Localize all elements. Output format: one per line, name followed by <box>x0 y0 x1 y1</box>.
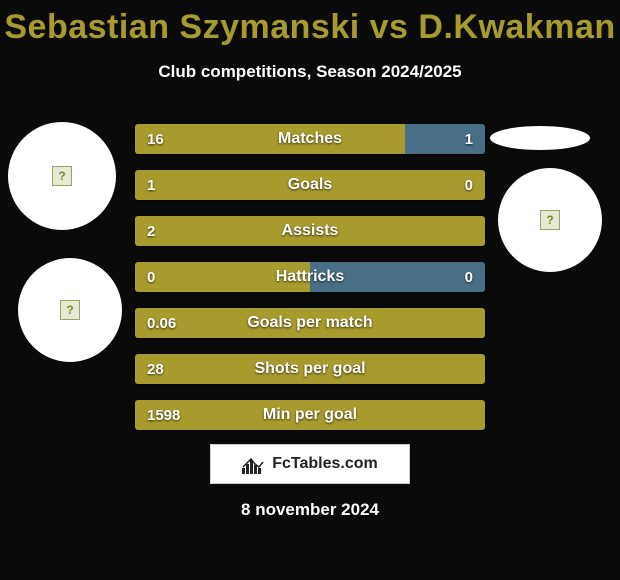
stat-bar-left <box>135 216 485 246</box>
placeholder-icon: ? <box>52 166 72 186</box>
brand-badge: FcTables.com <box>210 444 410 484</box>
placeholder-icon: ? <box>540 210 560 230</box>
stat-bar-right <box>310 262 485 292</box>
stat-bar-left <box>135 170 485 200</box>
stat-row: Matches161 <box>135 124 485 154</box>
stat-row: Assists2 <box>135 216 485 246</box>
comparison-bars: Matches161 Goals10 Assists2 Hattricks00 Goal… <box>135 124 485 446</box>
decor-ellipse <box>490 126 590 150</box>
stat-bar-left <box>135 262 310 292</box>
stat-bar-left <box>135 124 405 154</box>
date-text: 8 november 2024 <box>0 500 620 520</box>
player-avatar-right: ? <box>498 168 602 272</box>
stat-row: Goals10 <box>135 170 485 200</box>
player-avatar-left-2: ? <box>18 258 122 362</box>
subtitle: Club competitions, Season 2024/2025 <box>0 62 620 82</box>
brand-logo-icon <box>242 454 268 474</box>
player-avatar-left-1: ? <box>8 122 116 230</box>
stat-row: Shots per goal28 <box>135 354 485 384</box>
stat-row: Hattricks00 <box>135 262 485 292</box>
brand-text: FcTables.com <box>272 455 378 473</box>
page-title: Sebastian Szymanski vs D.Kwakman <box>0 8 620 47</box>
stat-bar-right <box>405 124 486 154</box>
stat-row: Goals per match0.06 <box>135 308 485 338</box>
stat-row: Min per goal1598 <box>135 400 485 430</box>
placeholder-icon: ? <box>60 300 80 320</box>
stat-bar-left <box>135 354 485 384</box>
stat-bar-left <box>135 308 485 338</box>
stat-bar-left <box>135 400 485 430</box>
